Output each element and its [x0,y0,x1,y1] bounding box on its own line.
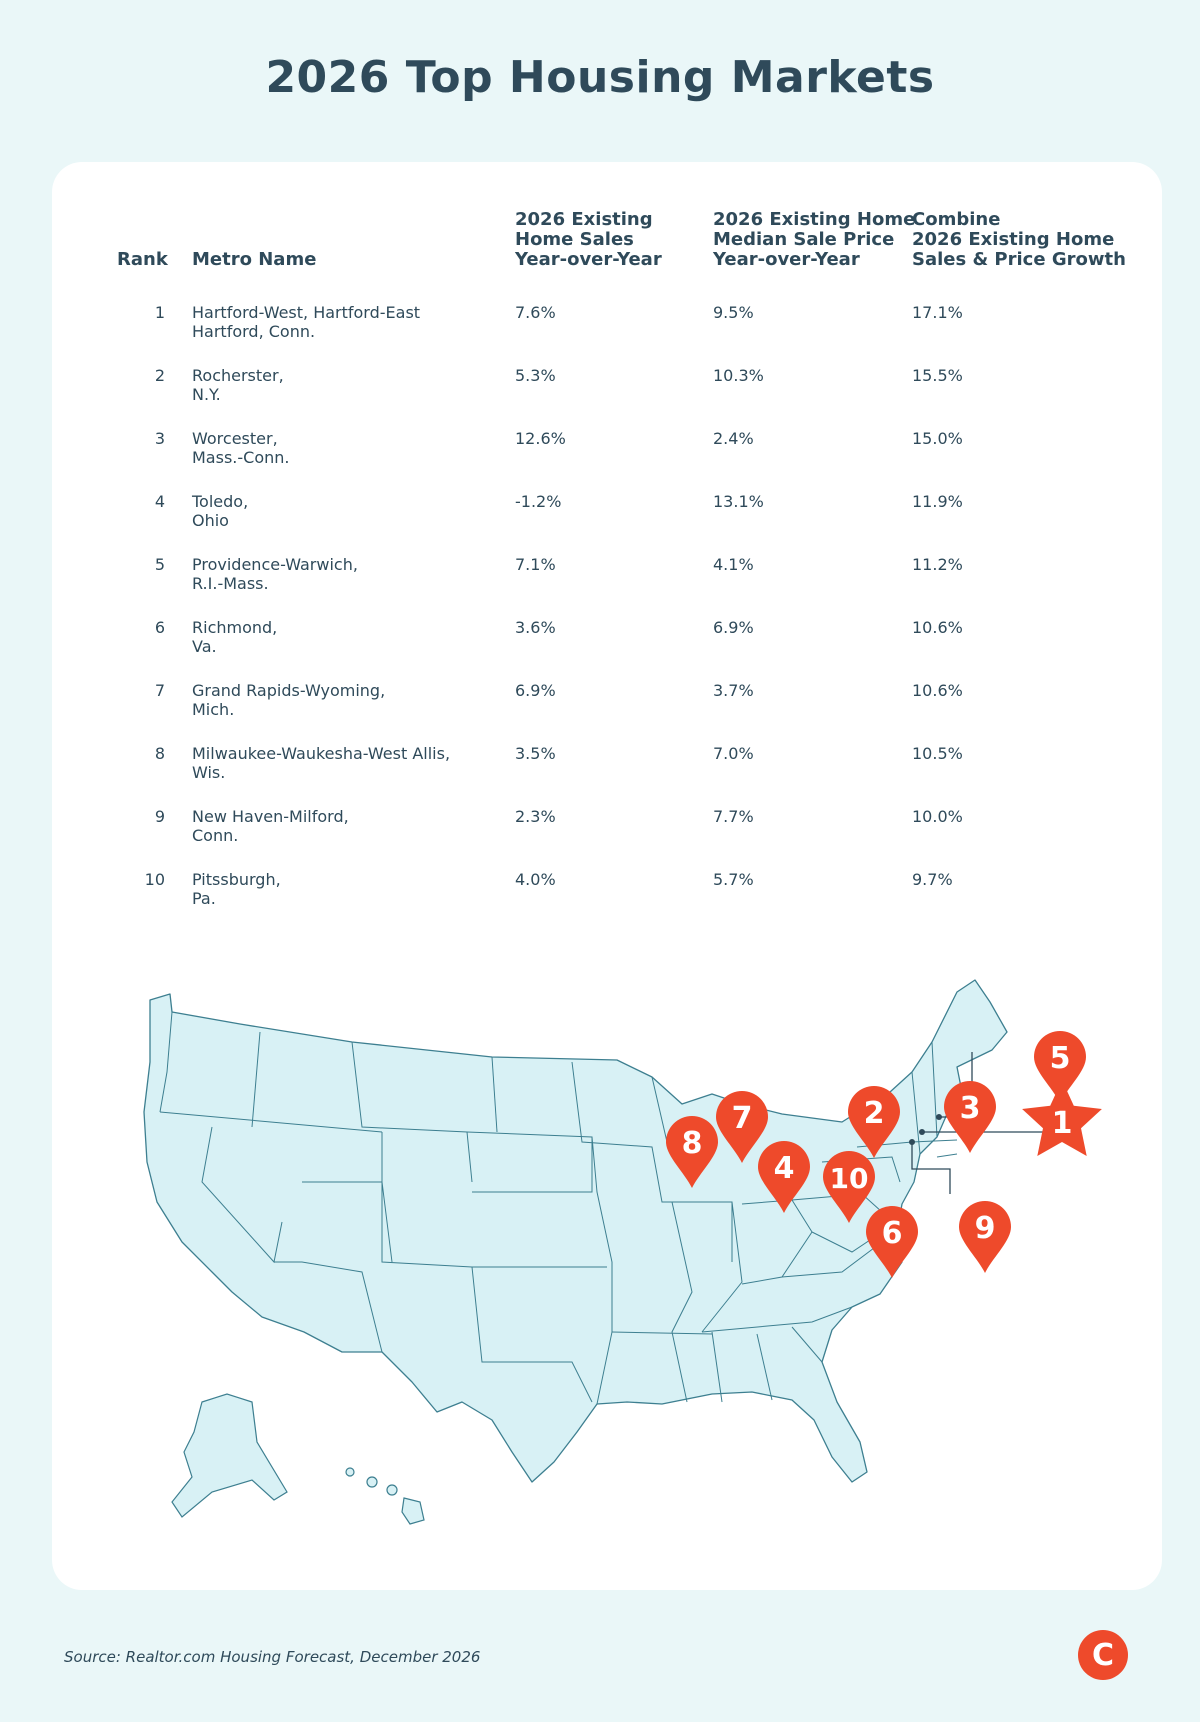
cell-combined-growth: 11.2% [912,555,963,574]
cell-rank: 3 [154,429,165,448]
marker-label: 2 [864,1096,885,1131]
header-home-sales: 2026 Existing Home Sales Year-over-Year [515,209,662,270]
cell-rank: 8 [154,744,165,763]
header-metro-name: Metro Name [192,249,317,270]
map-marker-7: 7 [716,1091,768,1163]
cell-metro-name: Worcester, Mass.-Conn. [192,429,290,467]
cell-home-sales: 4.0% [515,870,556,889]
map-marker-9: 9 [959,1201,1011,1273]
cell-median-price: 5.7% [713,870,754,889]
cell-home-sales: 6.9% [515,681,556,700]
cell-metro-name: New Haven-Milford, Conn. [192,807,349,845]
cell-median-price: 10.3% [713,366,764,385]
header-rank: Rank [117,249,168,270]
cell-combined-growth: 10.6% [912,681,963,700]
cell-median-price: 7.0% [713,744,754,763]
marker-label: 4 [774,1151,795,1186]
cell-median-price: 7.7% [713,807,754,826]
cell-home-sales: 7.1% [515,555,556,574]
cell-home-sales: 2.3% [515,807,556,826]
map-marker-10: 10 [823,1151,875,1223]
map-pin-icon [959,1201,1011,1273]
map-marker-4: 4 [758,1141,810,1213]
cell-home-sales: 3.5% [515,744,556,763]
cell-metro-name: Rocherster, N.Y. [192,366,284,404]
cell-median-price: 13.1% [713,492,764,511]
logo-letter: C [1092,1638,1114,1673]
cell-metro-name: Richmond, Va. [192,618,278,656]
map-marker-8: 8 [666,1116,718,1188]
cell-median-price: 2.4% [713,429,754,448]
map-marker-3: 3 [944,1081,996,1153]
cell-metro-name: Hartford-West, Hartford-East Hartford, C… [192,303,421,341]
source-note: Source: Realtor.com Housing Forecast, De… [64,1648,481,1666]
cell-rank: 7 [154,681,165,700]
map-pin-icon [758,1141,810,1213]
alaska [171,1393,288,1518]
map-pin-icon [848,1086,900,1158]
header-median-price: 2026 Existing Home Median Sale Price Yea… [713,209,916,270]
cell-median-price: 3.7% [713,681,754,700]
cell-combined-growth: 11.9% [912,492,963,511]
cell-metro-name: Grand Rapids-Wyoming, Mich. [192,681,386,719]
marker-label: 3 [960,1091,981,1126]
marker-label: 9 [975,1211,996,1246]
cell-home-sales: 12.6% [515,429,566,448]
cell-metro-name: Toledo, Ohio [192,492,249,530]
cell-rank: 4 [154,492,165,511]
map-marker-1: 1 [1022,1080,1102,1156]
cell-metro-name: Pitssburgh, Pa. [192,870,281,908]
cell-combined-growth: 10.5% [912,744,963,763]
content-card: Rank Metro Name 2026 Existing Home Sales… [52,162,1162,1590]
cell-metro-name: Providence-Warwich, R.I.-Mass. [192,555,358,593]
page-title: 2026 Top Housing Markets [265,52,935,103]
map-pin-icon [1034,1031,1086,1103]
cell-home-sales: 7.6% [515,303,556,322]
marker-label: 5 [1050,1041,1071,1076]
cell-combined-growth: 10.6% [912,618,963,637]
marker-label: 7 [732,1101,753,1136]
cell-median-price: 6.9% [713,618,754,637]
cell-metro-name: Milwaukee-Waukesha-West Allis, Wis. [192,744,451,782]
header-combined-growth: Combine 2026 Existing Home Sales & Price… [912,209,1126,270]
cell-median-price: 9.5% [713,303,754,322]
cell-rank: 10 [144,870,165,889]
map-markers: 1 2 3 4 5 6 78 9 10 [666,1031,1102,1278]
marker-label: 8 [682,1126,703,1161]
cell-rank: 6 [154,618,165,637]
cell-home-sales: -1.2% [515,492,562,511]
marker-label: 10 [830,1162,869,1195]
cell-rank: 9 [154,807,165,826]
cell-combined-growth: 15.5% [912,366,963,385]
star-marker-icon [1022,1080,1102,1156]
map-pin-icon [823,1151,875,1223]
cell-combined-growth: 9.7% [912,870,953,889]
cell-home-sales: 5.3% [515,366,556,385]
marker-label: 6 [882,1216,903,1251]
map-pin-icon [944,1081,996,1153]
map-marker-6: 6 [866,1206,918,1278]
us-map: 1 2 3 4 5 6 78 9 10 [143,979,1102,1525]
cell-combined-growth: 17.1% [912,303,963,322]
cell-rank: 2 [154,366,165,385]
marker-dots [909,1114,942,1145]
cell-combined-growth: 15.0% [912,429,963,448]
map-marker-2: 2 [848,1086,900,1158]
map-marker-5: 5 [1034,1031,1086,1103]
map-pin-icon [666,1116,718,1188]
cell-combined-growth: 10.0% [912,807,963,826]
marker-label: 1 [1052,1106,1073,1141]
cell-rank: 5 [154,555,165,574]
brand-logo: C [1078,1630,1128,1680]
map-pin-icon [716,1091,768,1163]
cell-home-sales: 3.6% [515,618,556,637]
map-pin-icon [866,1206,918,1278]
hawaii [345,1467,425,1525]
cell-median-price: 4.1% [713,555,754,574]
cell-rank: 1 [154,303,165,322]
